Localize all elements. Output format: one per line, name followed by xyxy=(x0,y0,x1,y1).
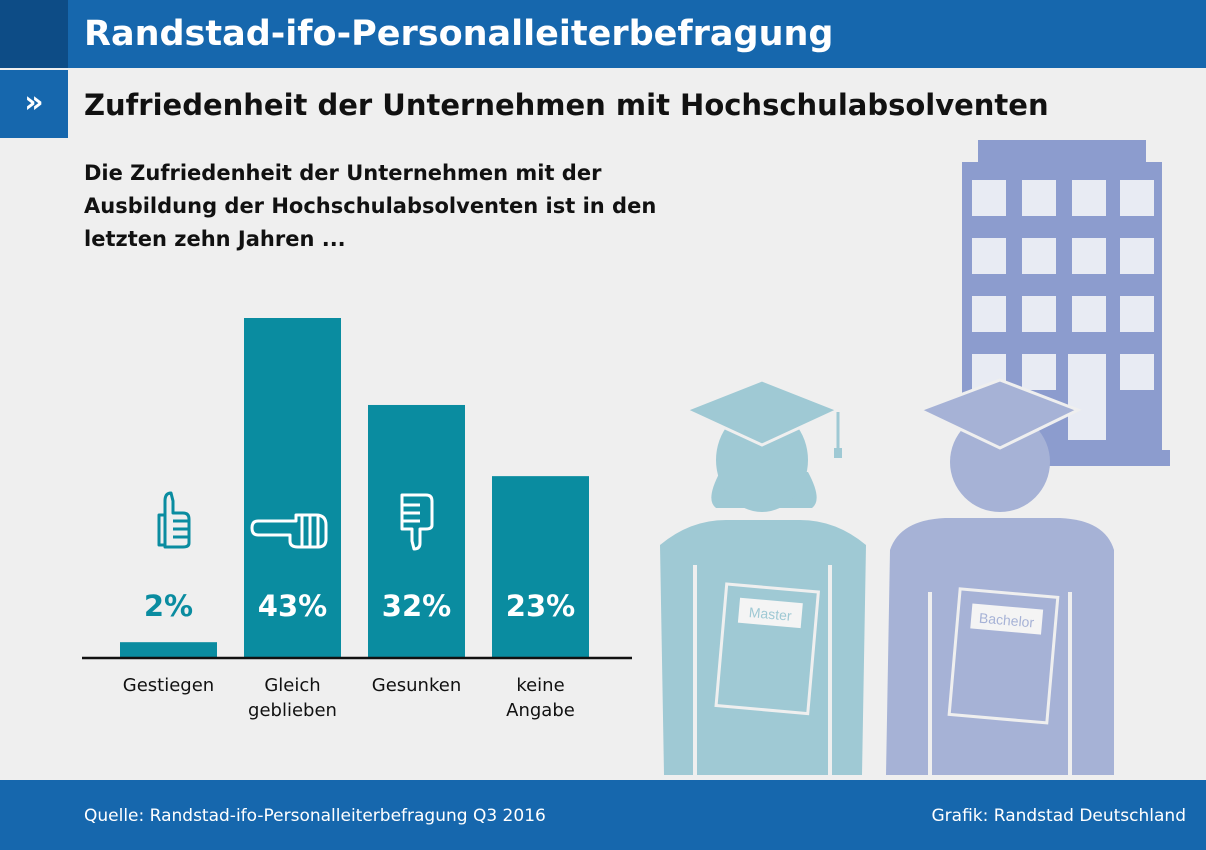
data-label: 2% xyxy=(144,589,193,623)
page-title: Randstad-ifo-Personalleiterbefragung xyxy=(84,14,834,54)
footer-bar xyxy=(0,780,1206,850)
chart-subtitle: Zufriedenheit der Unternehmen mit Hochsc… xyxy=(84,88,1049,122)
illustration: Master Bachelor xyxy=(660,140,1170,775)
book-label-bachelor: Bachelor xyxy=(978,610,1035,631)
bar xyxy=(492,476,589,658)
bar xyxy=(368,404,465,658)
graduate-master-illustration: Master xyxy=(660,378,866,775)
category-label: Angabe xyxy=(506,700,575,721)
thumbs-sideways-icon xyxy=(250,513,328,549)
data-label: 43% xyxy=(258,589,327,623)
chevron-right-icon: » xyxy=(0,70,68,138)
header-accent-block xyxy=(0,0,68,68)
credit-note: Grafik: Randstad Deutschland xyxy=(931,806,1187,826)
source-note: Quelle: Randstad-ifo-Personalleiterbefra… xyxy=(84,806,546,826)
thumbs-up-icon xyxy=(157,491,191,549)
data-label: 23% xyxy=(506,589,575,623)
survey-question: Die Zufriedenheit der Unternehmen mit de… xyxy=(84,161,657,251)
data-label: 32% xyxy=(382,589,451,623)
thumbs-down-icon xyxy=(400,493,434,551)
book-label-master: Master xyxy=(748,604,792,624)
graduate-bachelor-illustration: Bachelor xyxy=(886,378,1114,775)
category-label: Gleich xyxy=(264,675,320,696)
bar xyxy=(120,642,217,658)
bar-chart: 2% Gestiegen 43% Gleich geblieben 32% Gesunken… xyxy=(82,318,632,721)
category-label: keine xyxy=(516,675,564,696)
header-bar xyxy=(0,0,1206,68)
category-label: Gestiegen xyxy=(123,675,214,696)
bar xyxy=(244,318,341,658)
category-label: Gesunken xyxy=(372,675,461,696)
category-label: geblieben xyxy=(248,700,337,721)
